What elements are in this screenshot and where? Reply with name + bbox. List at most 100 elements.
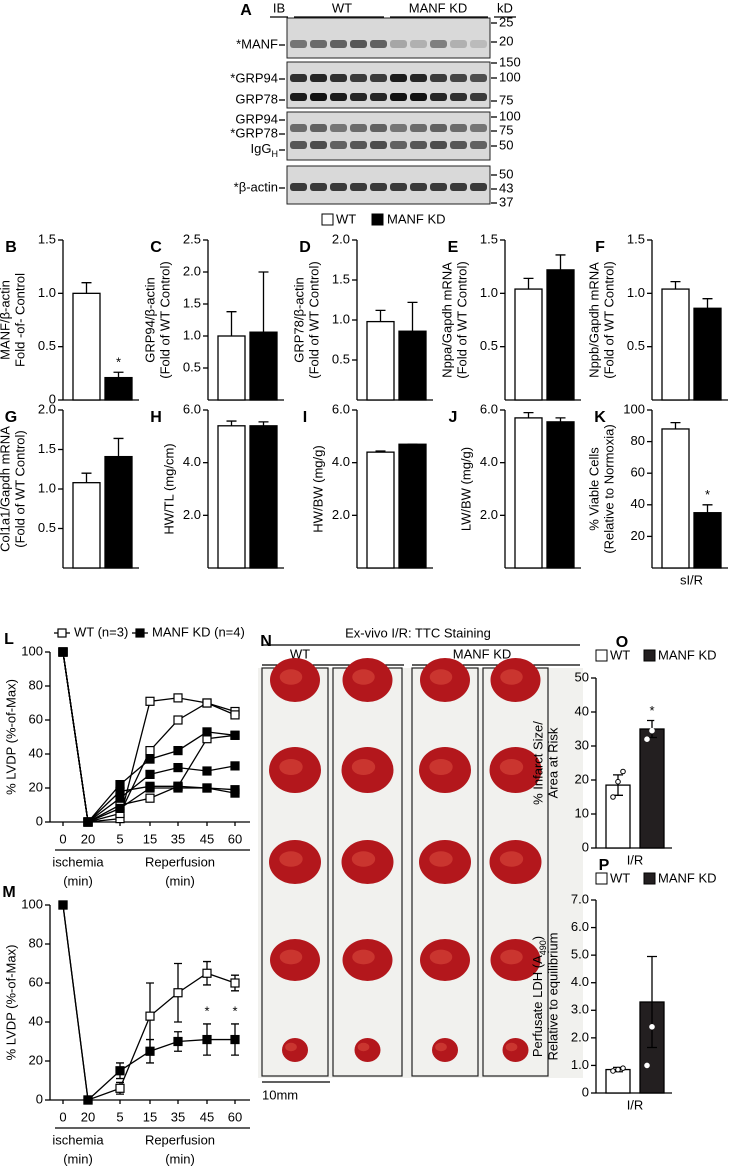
y-axis-label: (Fold of WT Control) xyxy=(306,261,321,379)
y-tick-label: 2.0 xyxy=(38,401,56,416)
y-axis-label: (Relative to Normoxia) xyxy=(601,424,616,553)
size-marker: 50 xyxy=(499,166,513,181)
blot-band xyxy=(450,124,467,132)
y-axis-label-part: ) xyxy=(530,936,545,940)
ib-label: IB xyxy=(273,0,285,15)
blot-band xyxy=(410,93,427,101)
x-tick-label: 20 xyxy=(81,1109,95,1124)
data-point xyxy=(654,910,660,917)
blot-band xyxy=(450,93,467,101)
phase-label: Reperfusion xyxy=(145,854,215,869)
significance-mark: * xyxy=(232,1003,237,1018)
bar xyxy=(72,482,101,569)
x-tick-label: 45 xyxy=(200,831,214,846)
blot-band xyxy=(330,141,347,149)
y-tick-label: 2.0 xyxy=(332,507,350,522)
data-marker xyxy=(202,766,212,776)
panel-letter: G xyxy=(5,409,17,426)
y-tick-label: 2.0 xyxy=(183,507,201,522)
data-point xyxy=(610,794,616,800)
group-label: WT xyxy=(290,646,310,661)
error-bar xyxy=(523,277,534,290)
blot-row-label: *MANF xyxy=(236,36,278,51)
bar xyxy=(72,292,101,401)
heart-highlight xyxy=(429,851,453,867)
y-tick-label: 100 xyxy=(21,896,43,911)
x-tick-label: 60 xyxy=(228,831,242,846)
y-axis-label: LW/BW (mg/g) xyxy=(458,447,473,531)
y-tick-label: 40 xyxy=(29,1013,43,1028)
error-bar xyxy=(113,371,124,378)
y-tick-label: 20 xyxy=(631,528,645,543)
data-marker xyxy=(202,727,212,737)
blot-band xyxy=(410,124,427,132)
group-label: MANF KD xyxy=(409,0,468,15)
bar xyxy=(104,376,133,401)
y-axis-label: Col1a1/Gapdh mRNA xyxy=(0,426,12,552)
blot-band xyxy=(370,93,387,101)
y-tick-label: 10 xyxy=(575,805,589,820)
data-marker xyxy=(173,745,183,756)
y-axis-label: Fold -of- Control xyxy=(12,273,27,367)
blot-band xyxy=(410,141,427,149)
y-tick-label: 4.0 xyxy=(183,454,201,469)
data-marker xyxy=(145,793,155,803)
bar xyxy=(217,335,246,401)
blot-band xyxy=(390,183,407,191)
heart-highlight xyxy=(285,1042,297,1052)
blot-band xyxy=(290,124,307,132)
bar xyxy=(693,512,722,569)
y-tick-label: 2.5 xyxy=(183,231,201,246)
group-label: WT xyxy=(332,0,352,15)
y-tick-label: 40 xyxy=(631,496,645,511)
size-marker: 50 xyxy=(499,137,513,152)
x-tick-label: 60 xyxy=(228,1109,242,1124)
y-axis-label: HW/BW (mg/g) xyxy=(310,445,325,532)
phase-unit: (min) xyxy=(165,873,195,888)
bar xyxy=(661,428,690,569)
y-axis-label: % LVDP (%-of-Max) xyxy=(3,945,18,1061)
data-marker xyxy=(173,781,183,791)
size-marker: 43 xyxy=(499,180,513,195)
phase-unit: (min) xyxy=(63,873,93,888)
blot-band xyxy=(350,40,367,48)
bar xyxy=(514,417,543,569)
y-axis-label: (Fold of WT Control) xyxy=(12,430,27,548)
blot-band xyxy=(430,141,447,149)
blot-band xyxy=(470,183,487,191)
data-marker xyxy=(115,1066,125,1076)
data-marker xyxy=(202,968,212,978)
y-axis-label: HW/TL (mg/cm) xyxy=(161,443,176,534)
heart-highlight xyxy=(429,669,453,685)
data-point xyxy=(615,778,621,785)
size-marker: 150 xyxy=(499,54,521,69)
blot-band xyxy=(410,183,427,191)
blot-row-label: GRP78 xyxy=(235,91,278,106)
data-marker xyxy=(230,785,240,795)
data-marker xyxy=(173,988,183,998)
y-axis-label: Nppb/Gapdh mRNA xyxy=(586,262,601,378)
data-marker xyxy=(230,761,240,771)
error-bar xyxy=(647,955,657,1049)
phase-label: ischemia xyxy=(52,1132,104,1147)
y-tick-label: 0.5 xyxy=(38,338,56,353)
bar xyxy=(249,425,278,569)
y-tick-label: 4.0 xyxy=(332,454,350,469)
panel-letter: A xyxy=(240,2,252,19)
data-marker xyxy=(57,628,67,638)
y-axis-label: Relative to equilibrium xyxy=(545,933,560,1061)
y-axis-label: % LVDP (%-of-Max) xyxy=(3,679,18,795)
blot-band xyxy=(390,141,407,149)
error-bar xyxy=(226,311,237,336)
size-marker: 25 xyxy=(499,14,513,29)
data-marker xyxy=(145,754,155,764)
bar xyxy=(605,1068,631,1094)
data-marker xyxy=(202,1034,212,1045)
data-marker xyxy=(115,786,125,797)
blot-band xyxy=(390,40,407,48)
size-marker: 20 xyxy=(499,33,513,48)
blot-band xyxy=(330,74,347,82)
y-tick-label: 6.0 xyxy=(480,401,498,416)
data-marker xyxy=(145,781,155,791)
blot-band xyxy=(350,183,367,191)
